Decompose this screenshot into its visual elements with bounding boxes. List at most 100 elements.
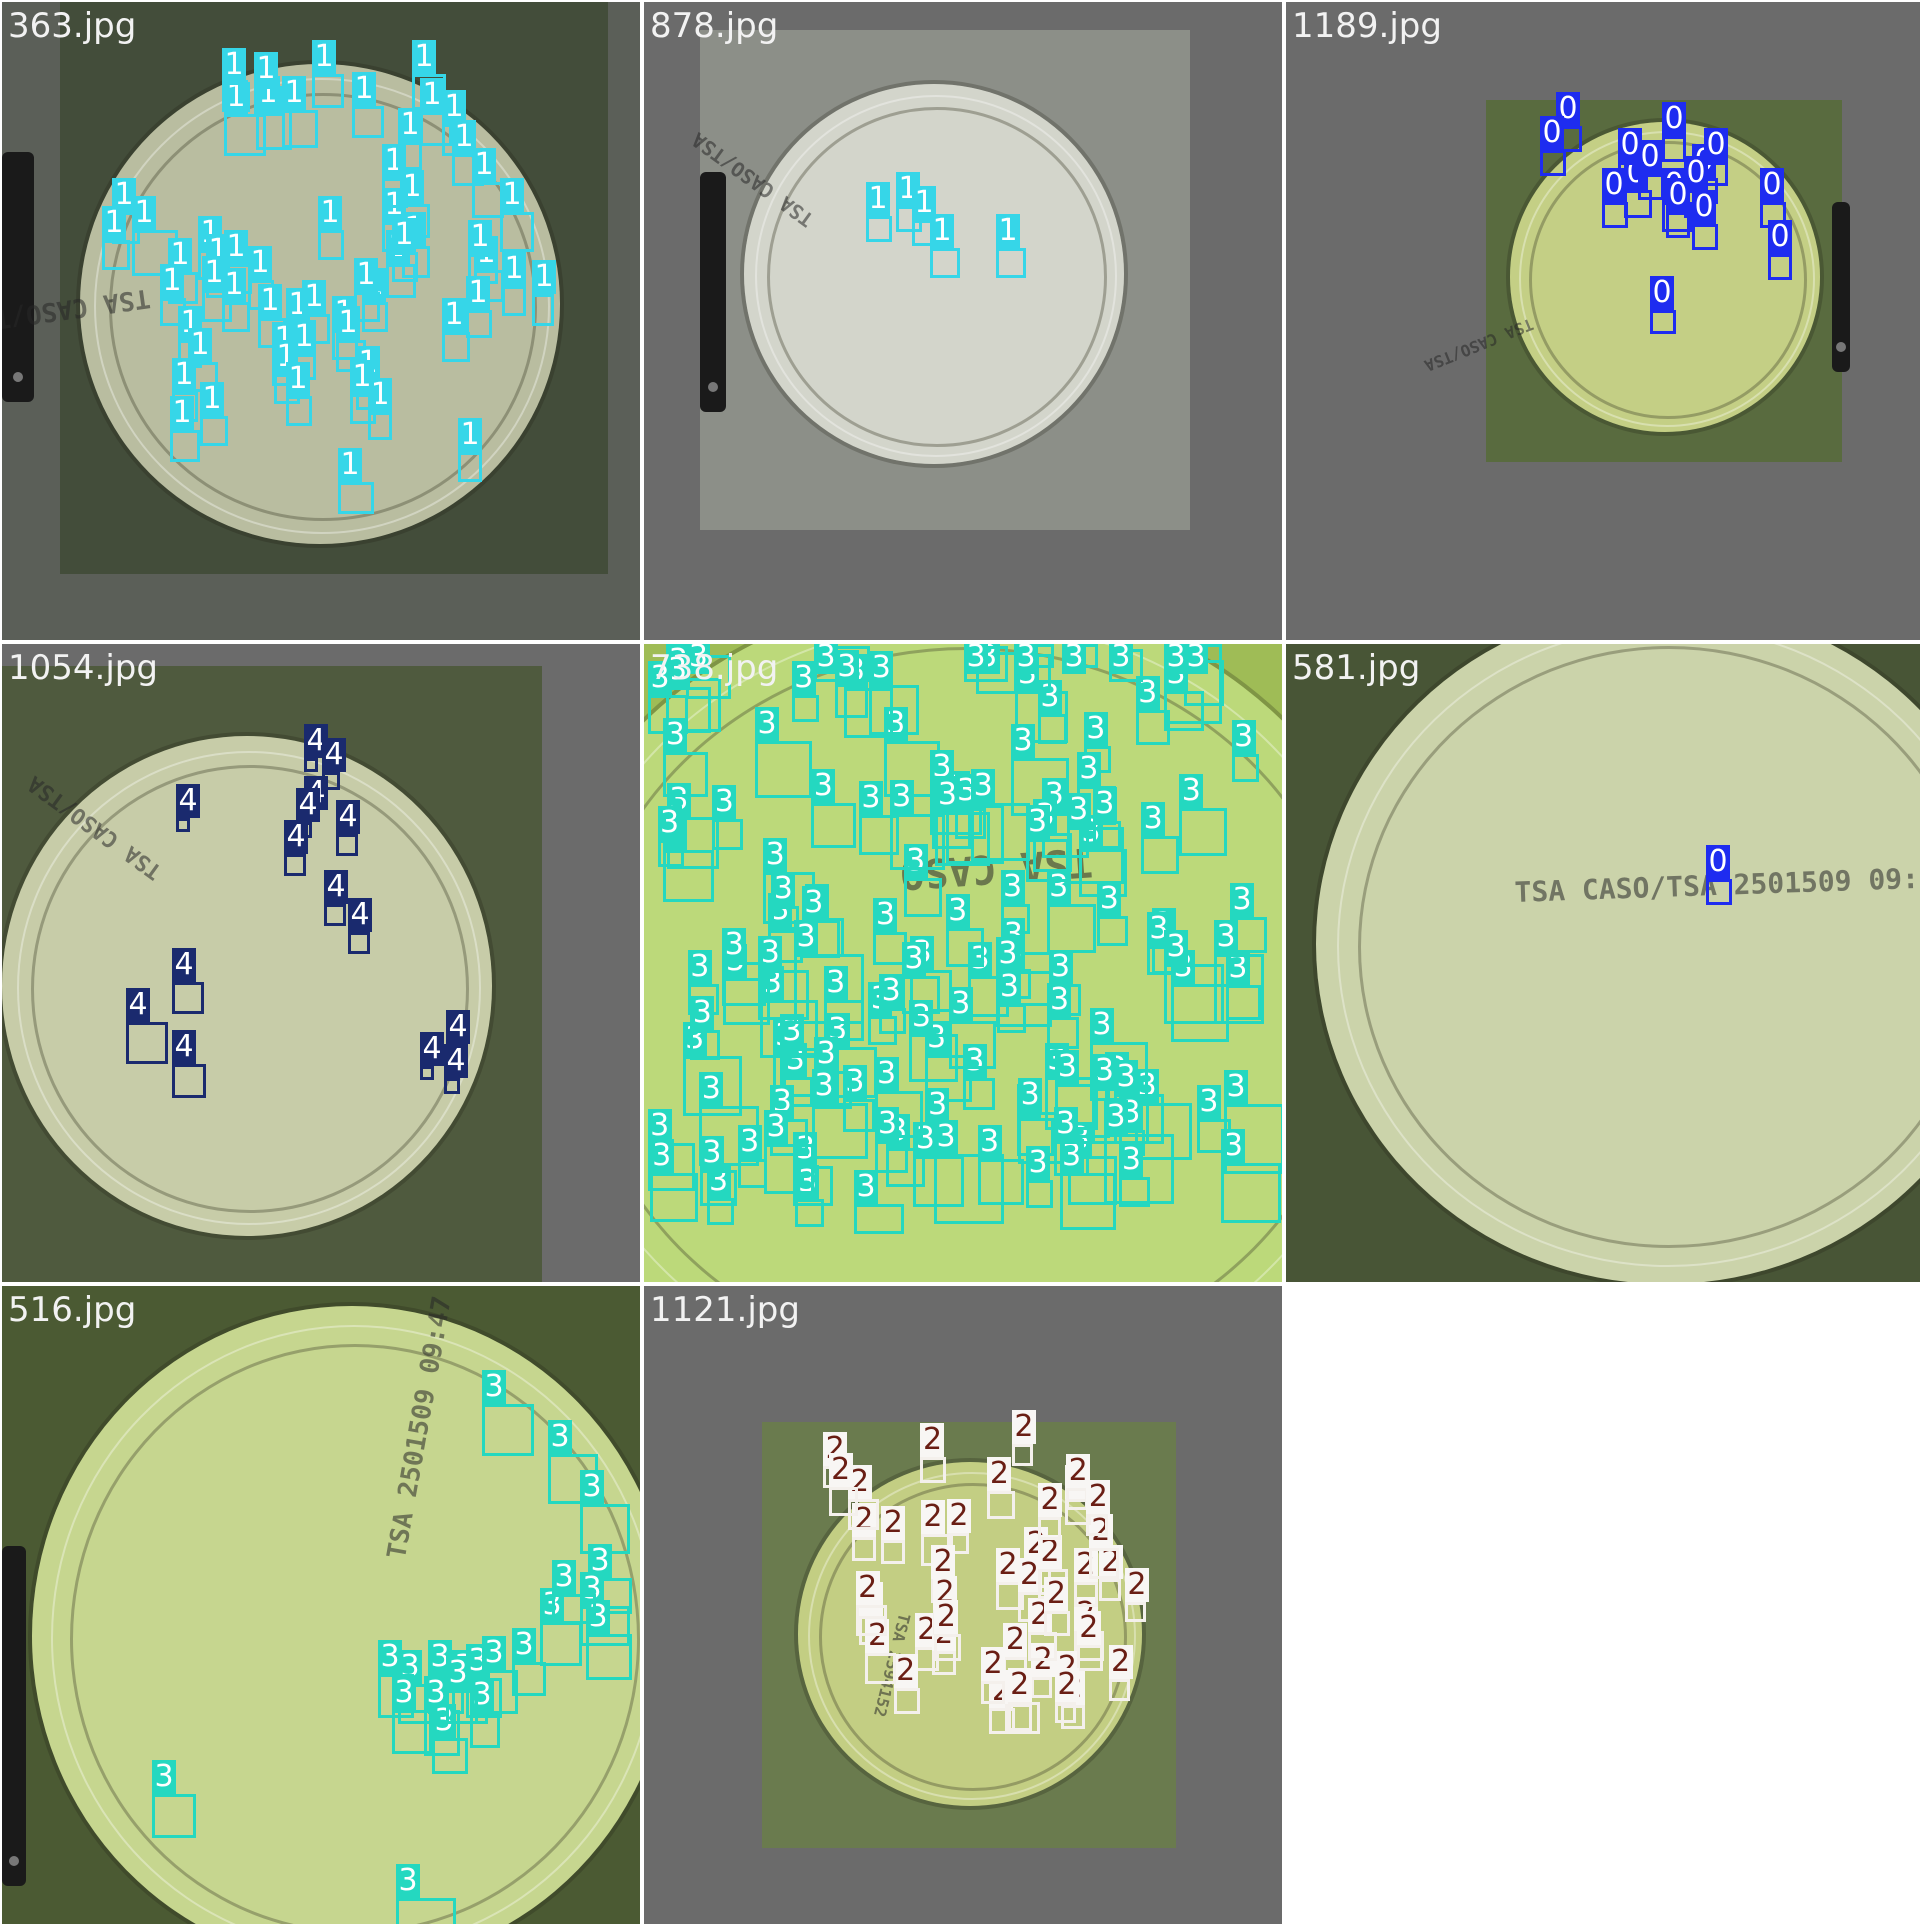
detection-box[interactable] — [977, 1159, 1024, 1206]
image-tile[interactable]: TSA CASO/TSA4444444444444441054.jpg — [2, 644, 640, 1282]
detection-box[interactable] — [881, 1540, 906, 1565]
detection-box[interactable] — [764, 1144, 814, 1194]
detection-box[interactable] — [466, 310, 492, 338]
detection-box[interactable] — [1706, 879, 1732, 905]
detection-box[interactable] — [1011, 1444, 1034, 1466]
detection-box[interactable] — [760, 1000, 818, 1058]
detection-box[interactable] — [706, 1197, 734, 1226]
detection-box[interactable] — [254, 86, 282, 116]
detection-box[interactable] — [755, 740, 813, 798]
detection-box[interactable] — [879, 1007, 906, 1035]
detection-box[interactable] — [1602, 202, 1628, 228]
detection-box[interactable] — [336, 834, 358, 856]
image-tile[interactable]: TSA 2594152 2 2 2 2 2 2 2 2 2 2 2 2 2 2 2 2 2 2 2 2 2 2 2 2 2 2 2 2 2… — [644, 1286, 1282, 1924]
detection-box[interactable] — [1044, 1611, 1070, 1637]
detection-box[interactable] — [202, 290, 232, 322]
detection-box[interactable] — [712, 819, 743, 850]
detection-box[interactable] — [368, 412, 392, 440]
detection-box[interactable] — [1088, 1548, 1120, 1579]
detection-box[interactable] — [997, 1004, 1027, 1034]
detection-box[interactable] — [1104, 1134, 1174, 1204]
detection-box[interactable] — [649, 1173, 699, 1222]
detection-box[interactable] — [1033, 833, 1073, 873]
detection-box[interactable] — [851, 1537, 876, 1562]
detection-box[interactable] — [1092, 821, 1121, 850]
detection-box[interactable] — [855, 1604, 887, 1637]
detection-box[interactable] — [1124, 1601, 1146, 1623]
image-tile[interactable]: TSA CASO/TSA 1 1 1 1 1 1 1 1 1 1 1 1 1 1 1 1 1 1 1 1 1 1 1 1 1 1 1 1… — [2, 2, 640, 640]
detection-box[interactable] — [304, 758, 318, 772]
detection-box[interactable] — [1027, 1631, 1057, 1661]
detection-box[interactable] — [996, 1582, 1025, 1611]
detection-box[interactable] — [869, 685, 920, 736]
detection-box[interactable] — [362, 302, 388, 332]
detection-box[interactable] — [909, 1033, 958, 1083]
detection-box[interactable] — [996, 248, 1026, 278]
image-tile[interactable]: TSA CASO/TSA00000000000000001189.jpg — [1286, 2, 1920, 640]
detection-box[interactable] — [1060, 1705, 1086, 1730]
detection-box[interactable] — [126, 1022, 168, 1064]
detection-box[interactable] — [682, 1056, 742, 1116]
detection-box[interactable] — [224, 114, 266, 156]
detection-box[interactable] — [948, 1021, 996, 1069]
detection-box[interactable] — [432, 1738, 468, 1774]
detection-box[interactable] — [470, 1712, 500, 1748]
detection-box[interactable] — [875, 1140, 908, 1173]
detection-box[interactable] — [1108, 1679, 1131, 1701]
detection-box[interactable] — [1047, 1016, 1080, 1049]
detection-box[interactable] — [1037, 714, 1068, 744]
detection-box[interactable] — [1076, 1644, 1103, 1671]
detection-box[interactable] — [722, 962, 766, 1006]
detection-box[interactable] — [1031, 1677, 1052, 1699]
detection-box[interactable] — [791, 694, 820, 723]
detection-box[interactable] — [382, 178, 408, 208]
detection-box[interactable] — [442, 332, 470, 362]
detection-box[interactable] — [874, 1090, 923, 1139]
image-tile[interactable]: TSA CASO 3 3 3 3 3 3 3 3 3 3 3 3 3 3 3 3 3 3 3 3 3 3 3 3 3 3 3 3 3 3 3 3… — [644, 644, 1282, 1282]
detection-box[interactable] — [512, 1662, 546, 1696]
detection-box[interactable] — [172, 1064, 206, 1098]
detection-box[interactable] — [935, 811, 990, 866]
detection-box[interactable] — [1141, 835, 1180, 874]
detection-box[interactable] — [865, 1653, 897, 1685]
detection-box[interactable] — [176, 818, 190, 832]
detection-box[interactable] — [858, 815, 900, 856]
detection-box[interactable] — [1650, 310, 1676, 334]
detection-box[interactable] — [771, 905, 799, 934]
detection-box[interactable] — [1026, 1180, 1054, 1208]
detection-box[interactable] — [338, 482, 374, 514]
detection-box[interactable] — [378, 1674, 414, 1718]
detection-box[interactable] — [1666, 212, 1690, 238]
detection-box[interactable] — [663, 751, 709, 797]
detection-box[interactable] — [795, 1199, 824, 1228]
detection-box[interactable] — [913, 1156, 964, 1207]
detection-box[interactable] — [834, 684, 869, 718]
detection-box[interactable] — [586, 1634, 632, 1680]
detection-box[interactable] — [398, 142, 422, 170]
detection-box[interactable] — [1768, 254, 1792, 280]
detection-box[interactable] — [981, 1680, 1005, 1705]
detection-box[interactable] — [812, 1103, 868, 1159]
detection-box[interactable] — [350, 394, 376, 424]
detection-box[interactable] — [989, 1707, 1016, 1734]
detection-box[interactable] — [758, 969, 809, 1021]
detection-box[interactable] — [699, 1169, 737, 1207]
detection-box[interactable] — [1066, 1487, 1089, 1511]
detection-box[interactable] — [1171, 984, 1229, 1042]
detection-box[interactable] — [1054, 1701, 1077, 1723]
detection-box[interactable] — [540, 1622, 582, 1666]
detection-box[interactable] — [737, 1159, 767, 1189]
detection-box[interactable] — [903, 878, 942, 917]
detection-box[interactable] — [854, 1204, 904, 1234]
detection-box[interactable] — [348, 932, 370, 954]
detection-box[interactable] — [1135, 710, 1171, 746]
detection-box[interactable] — [828, 1486, 859, 1517]
detection-box[interactable] — [446, 1690, 478, 1724]
detection-box[interactable] — [1046, 903, 1096, 953]
detection-box[interactable] — [931, 1651, 956, 1676]
detection-box[interactable] — [1221, 1163, 1282, 1224]
detection-box[interactable] — [1038, 1516, 1062, 1540]
detection-box[interactable] — [312, 74, 344, 108]
detection-box[interactable] — [779, 1048, 839, 1108]
detection-box[interactable] — [502, 286, 526, 316]
